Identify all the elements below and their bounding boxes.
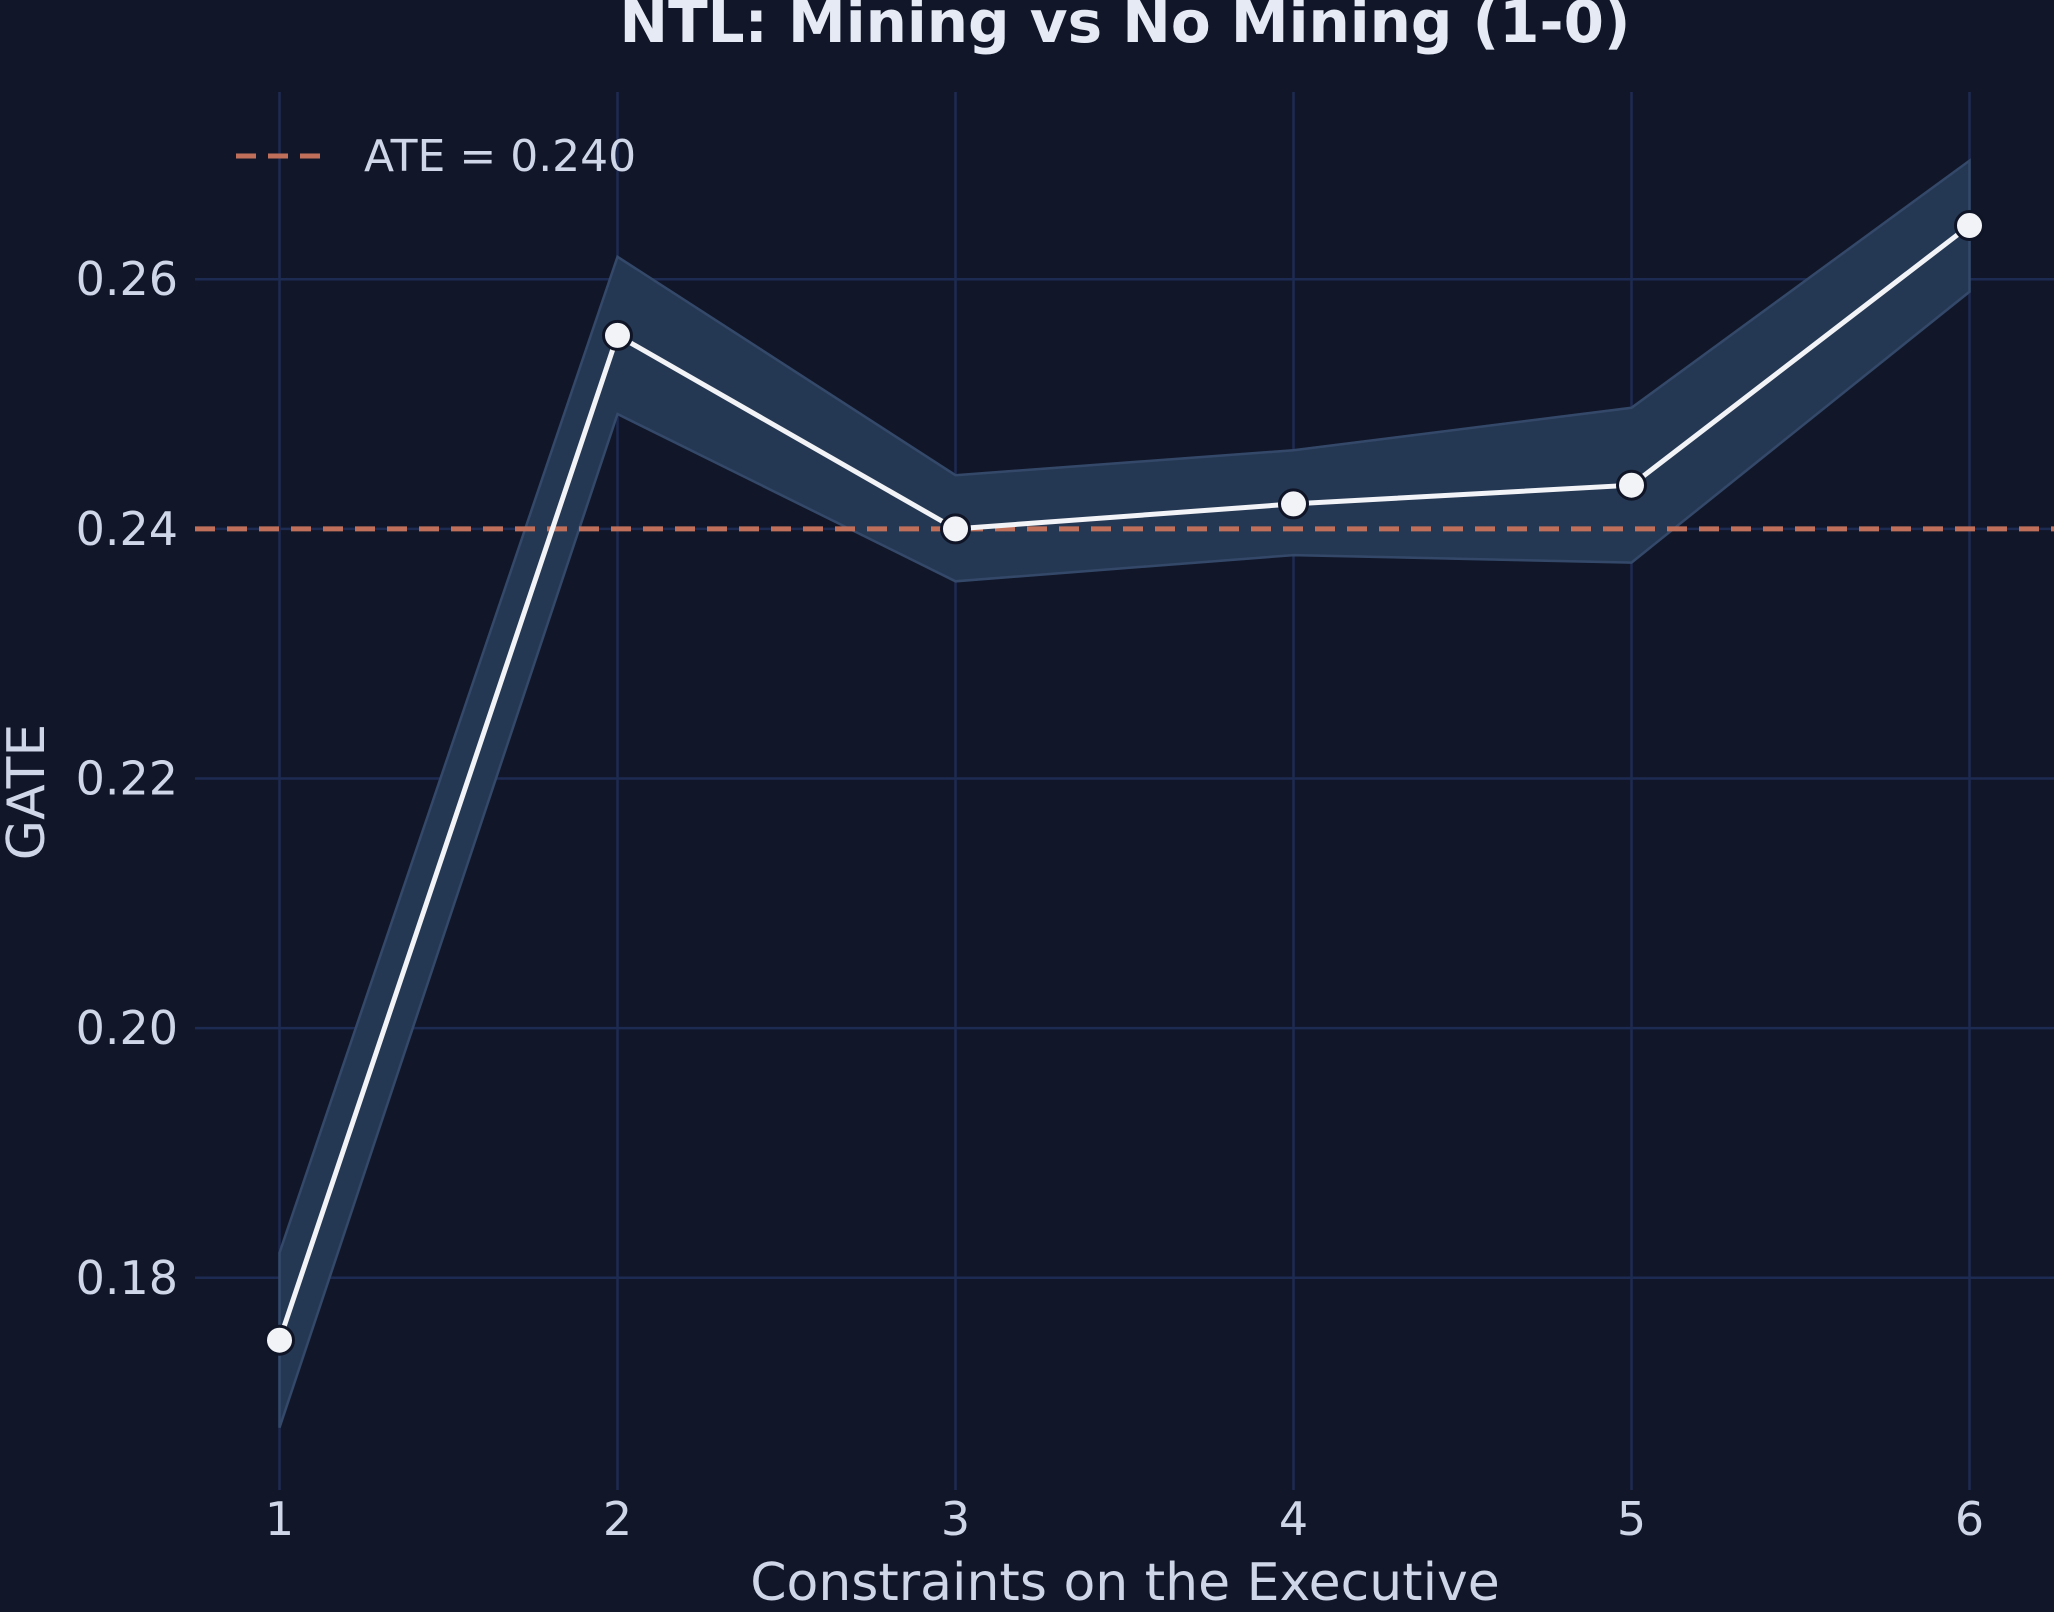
x-tick-label-3: 3 <box>941 1492 970 1546</box>
x-tick-label-4: 4 <box>1279 1492 1308 1546</box>
y-tick-label-0-24: 0.24 <box>76 502 178 556</box>
x-tick-label-5: 5 <box>1617 1492 1646 1546</box>
data-point-3 <box>940 513 971 545</box>
confidence-band-0 <box>278 158 1971 1428</box>
data-point-4 <box>1278 488 1309 520</box>
y-tick-label-0-26: 0.26 <box>76 252 178 306</box>
y-tick-label-0-18: 0.18 <box>76 1251 178 1305</box>
tick-labels: 1 2 3 4 5 6 0.18 0.20 0.22 0.24 0.26 <box>76 252 1985 1546</box>
data-point-2 <box>602 319 633 351</box>
x-axis-label: Constraints on the Executive <box>750 1553 1500 1612</box>
confidence-band-layer <box>278 158 1971 1428</box>
data-point-1 <box>264 1324 295 1356</box>
x-tick-label-1: 1 <box>265 1492 294 1546</box>
x-tick-label-2: 2 <box>603 1492 632 1546</box>
data-point-6 <box>1954 210 1985 242</box>
y-tick-label-0-20: 0.20 <box>76 1001 178 1055</box>
y-tick-label-0-22: 0.22 <box>76 752 178 806</box>
series-line-0 <box>277 223 1972 1342</box>
chart-title: NTL: Mining vs No Mining (1-0) <box>620 0 1631 56</box>
data-point-5 <box>1616 469 1647 501</box>
legend-label-ate: ATE = 0.240 <box>364 131 636 182</box>
series-layer <box>264 210 1985 1356</box>
legend: ATE = 0.240 <box>236 131 636 182</box>
x-tick-label-6: 6 <box>1955 1492 1984 1546</box>
y-axis-label: GATE <box>0 724 57 860</box>
